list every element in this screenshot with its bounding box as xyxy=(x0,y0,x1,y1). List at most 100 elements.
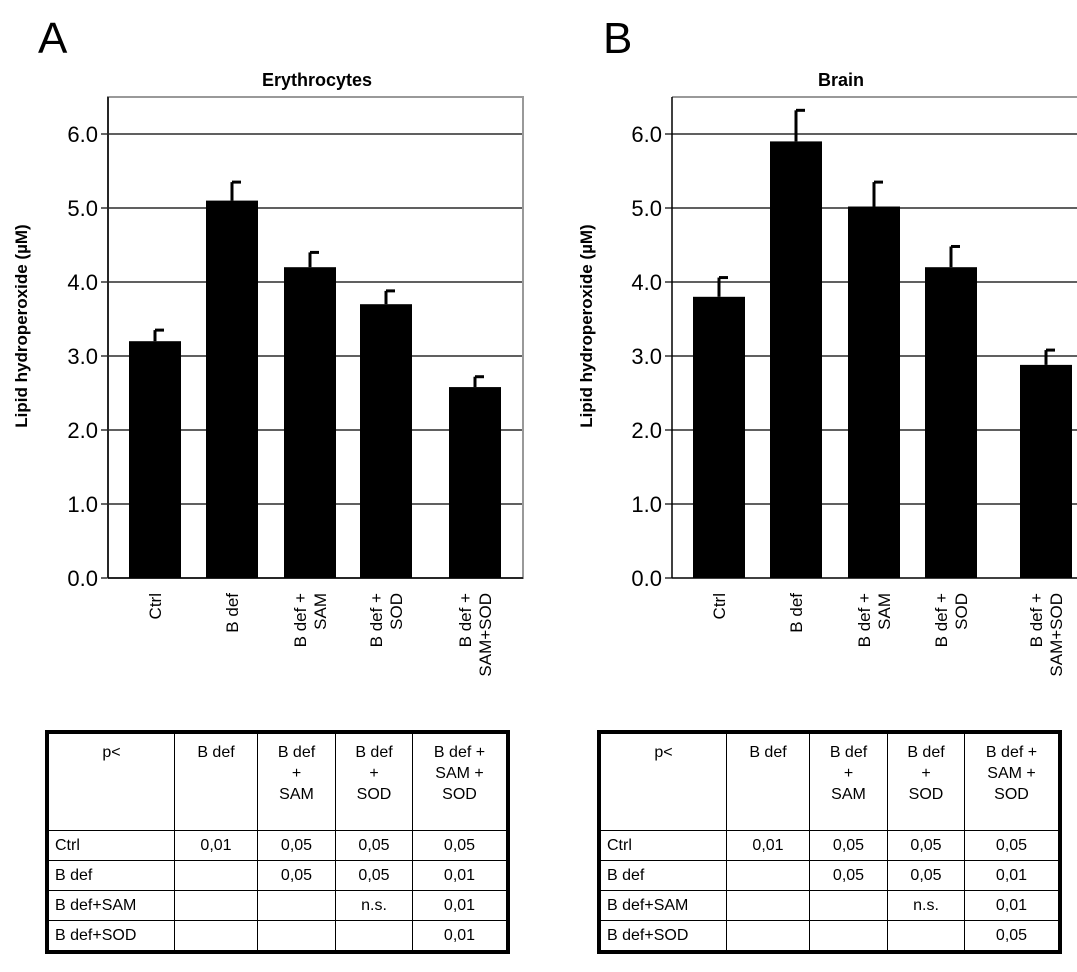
category-label: B def +SAM+SOD xyxy=(1027,593,1066,677)
table-header-cell: B def + SOD xyxy=(335,731,413,831)
table-header-cell: p< xyxy=(46,731,175,831)
category-label: B def +SAM+SOD xyxy=(456,593,495,677)
charts-canvas: Erythrocytes 0.0 1.0 2.0 3.0 4.0 5.0 6.0 Lipid h… xyxy=(12,70,1077,677)
y-tick-label: 1.0 xyxy=(67,492,98,517)
bar xyxy=(770,141,822,578)
table-header-cell: B def + SOD xyxy=(887,731,965,831)
table-cell xyxy=(174,860,258,891)
table-cell xyxy=(726,860,810,891)
y-axis-label: Lipid hydroperoxide (µM) xyxy=(12,224,31,427)
bar xyxy=(206,200,258,578)
category-label-line: SAM+SOD xyxy=(1047,593,1066,677)
y-tick-label: 2.0 xyxy=(67,418,98,443)
table-cell: 0,05 xyxy=(964,920,1061,953)
table-cell: 0,05 xyxy=(412,830,509,861)
table-cell: 0,05 xyxy=(335,830,413,861)
table-header-cell: B def xyxy=(174,731,258,831)
y-tick-label: 1.0 xyxy=(631,492,662,517)
bar xyxy=(925,267,977,578)
table-cell: 0,01 xyxy=(174,830,258,861)
panel-letter-a: A xyxy=(38,14,68,63)
table-cell xyxy=(809,890,888,921)
y-tick-label: 5.0 xyxy=(631,196,662,221)
table-cell xyxy=(726,890,810,921)
table-header-row: p< B def B def + SAM B def + SOD B def + SAM + SOD xyxy=(46,731,509,831)
table-cell: 0,01 xyxy=(412,860,509,891)
significance-table-brain: p< B def B def + SAM B def + SOD B def + SAM + SOD… xyxy=(597,730,1062,954)
table-cell: 0,05 xyxy=(887,860,965,891)
table-row: B def 0,05 0,05 0,01 xyxy=(46,860,509,891)
y-tick-label: 4.0 xyxy=(631,270,662,295)
table-cell: n.s. xyxy=(887,890,965,921)
bar xyxy=(1020,364,1072,578)
table-cell: 0,01 xyxy=(412,920,509,953)
table-header-cell: B def + SAM + SOD xyxy=(964,731,1061,831)
y-tick-label: 0.0 xyxy=(67,566,98,591)
y-tick-label: 4.0 xyxy=(67,270,98,295)
category-label: B def +SAM xyxy=(291,593,330,647)
category-label: B def xyxy=(787,593,806,633)
table-header-row: p< B def B def + SAM B def + SOD B def + SAM + SOD xyxy=(598,731,1061,831)
table-cell: 0,05 xyxy=(809,830,888,861)
y-tick-label: 3.0 xyxy=(631,344,662,369)
table-cell: 0,01 xyxy=(964,860,1061,891)
category-label: B def +SAM xyxy=(855,593,894,647)
category-label: Ctrl xyxy=(146,593,165,619)
table-row: B def+SOD 0,05 xyxy=(598,920,1061,953)
table-header-cell: B def + SAM xyxy=(257,731,336,831)
category-label-line: Ctrl xyxy=(146,593,165,619)
table-cell xyxy=(887,920,965,953)
category-label-line: Ctrl xyxy=(710,593,729,619)
table-cell xyxy=(809,920,888,953)
category-label-line: SOD xyxy=(952,593,971,630)
category-label-line: B def + xyxy=(456,593,475,647)
category-label-line: B def + xyxy=(1027,593,1046,647)
table-cell: n.s. xyxy=(335,890,413,921)
table-cell: Ctrl xyxy=(46,830,175,861)
table-cell xyxy=(257,890,336,921)
bar xyxy=(693,296,745,578)
table-cell xyxy=(174,920,258,953)
category-label-line: SAM+SOD xyxy=(476,593,495,677)
table-row: B def 0,05 0,05 0,01 xyxy=(598,860,1061,891)
table-cell xyxy=(335,920,413,953)
table-cell: 0,05 xyxy=(257,860,336,891)
bar xyxy=(449,387,501,578)
table-cell: 0,01 xyxy=(412,890,509,921)
table-header-cell: B def + SAM + SOD xyxy=(412,731,509,831)
table-cell: B def+SAM xyxy=(46,890,175,921)
y-tick-label: 6.0 xyxy=(631,122,662,147)
table-row: B def+SAM n.s. 0,01 xyxy=(46,890,509,921)
table-row: B def+SAM n.s. 0,01 xyxy=(598,890,1061,921)
category-label: B def xyxy=(223,593,242,633)
table-cell: B def+SAM xyxy=(598,890,727,921)
chart-title: Erythrocytes xyxy=(262,70,372,90)
chart-title: Brain xyxy=(818,70,864,90)
table-cell: 0,05 xyxy=(809,860,888,891)
table-cell xyxy=(726,920,810,953)
category-label-line: SAM xyxy=(875,593,894,630)
bar xyxy=(360,304,412,578)
category-label-line: B def xyxy=(787,593,806,633)
y-tick-label: 5.0 xyxy=(67,196,98,221)
category-label-line: B def + xyxy=(855,593,874,647)
table-cell: 0,05 xyxy=(964,830,1061,861)
table-cell xyxy=(174,890,258,921)
table-row: Ctrl 0,01 0,05 0,05 0,05 xyxy=(46,830,509,861)
table-header-cell: B def + SAM xyxy=(809,731,888,831)
y-tick-label: 0.0 xyxy=(631,566,662,591)
table-cell: B def+SOD xyxy=(46,920,175,953)
table-header-cell: B def xyxy=(726,731,810,831)
category-label-line: B def + xyxy=(291,593,310,647)
panel-letter-b: B xyxy=(603,14,633,63)
table-cell: B def xyxy=(598,860,727,891)
table-row: Ctrl 0,01 0,05 0,05 0,05 xyxy=(598,830,1061,861)
y-tick-label: 2.0 xyxy=(631,418,662,443)
table-cell: Ctrl xyxy=(598,830,727,861)
category-label-line: B def + xyxy=(932,593,951,647)
category-label-line: B def + xyxy=(367,593,386,647)
table-header-cell: p< xyxy=(598,731,727,831)
y-axis-label: Lipid hydroperoxide (µM) xyxy=(577,224,596,427)
table-row: B def+SOD 0,01 xyxy=(46,920,509,953)
table-cell: 0,05 xyxy=(887,830,965,861)
